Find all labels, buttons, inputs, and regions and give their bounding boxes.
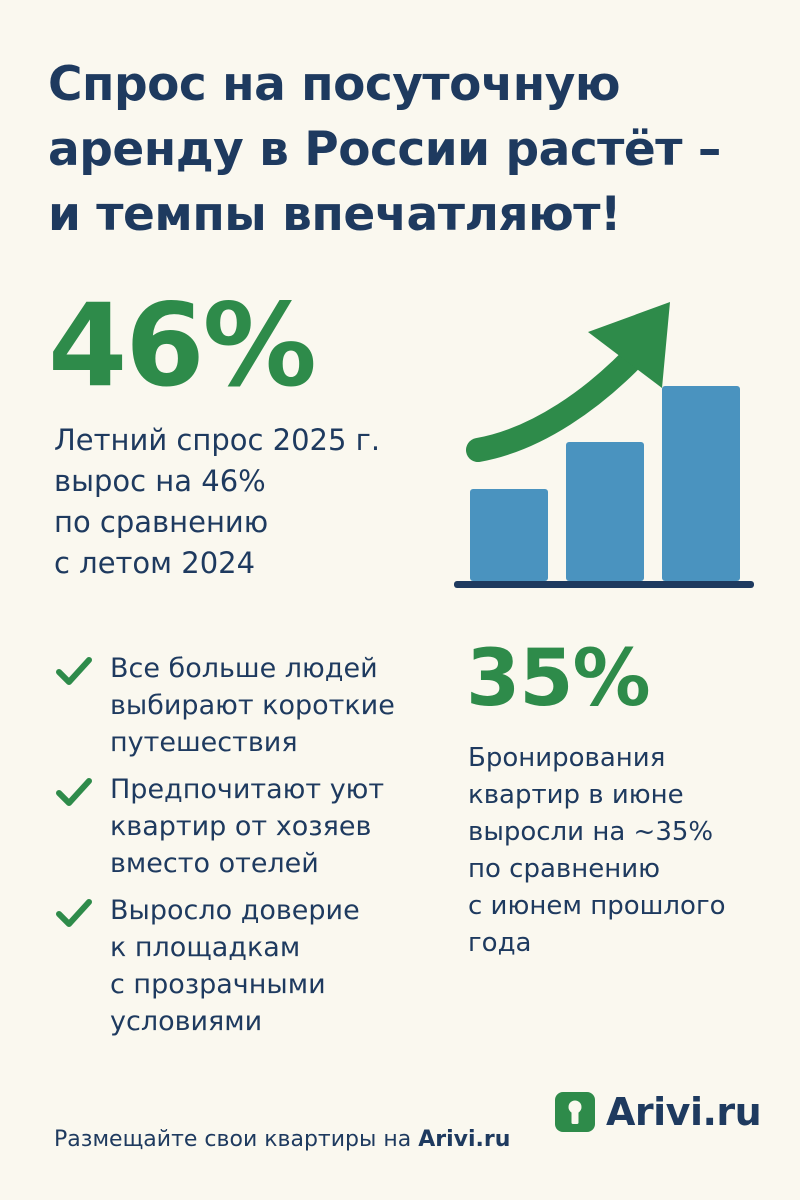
keyhole-icon xyxy=(555,1092,595,1132)
title-line-3: и темпы впечатляют! xyxy=(48,187,621,242)
checklist-line: к площадкам xyxy=(110,932,301,963)
checklist-item: Предпочитают уют квартир от хозяев вмест… xyxy=(54,771,454,882)
growth-bar-1 xyxy=(470,489,548,581)
page-title: Спрос на посуточную аренду в России раст… xyxy=(48,52,788,247)
stat-46-line: Летний спрос 2025 г. xyxy=(54,423,381,457)
checklist-line: путешествия xyxy=(110,727,298,758)
stat-35-line: квартир в июне xyxy=(468,780,684,810)
checklist-line: Выросло доверие xyxy=(110,895,360,926)
checklist-item: Все больше людей выбирают короткие путеш… xyxy=(54,650,454,761)
stat-35-line: Бронирования xyxy=(468,743,666,773)
chart-baseline xyxy=(454,581,754,588)
growth-chart-illustration xyxy=(454,302,754,588)
title-line-2: аренду в России растёт – xyxy=(48,122,721,177)
checklist-line: Предпочитают уют xyxy=(110,774,385,805)
stat-35-value: 35% xyxy=(466,634,651,724)
checklist-line: вместо отелей xyxy=(110,848,319,879)
logo-text: Arivi.ru xyxy=(606,1090,762,1134)
brand-logo[interactable]: Arivi.ru xyxy=(554,1088,762,1136)
check-icon xyxy=(56,657,92,685)
footer-cta: Размещайте свои квартиры на Arivi.ru xyxy=(54,1127,510,1152)
stat-46-line: по сравнению xyxy=(54,505,269,539)
stat-35-line: по сравнению xyxy=(468,854,661,884)
stat-35-line: выросли на ~35% xyxy=(468,817,714,847)
stat-35-line: года xyxy=(468,928,532,958)
checklist-line: выбирают короткие xyxy=(110,690,395,721)
bars-group xyxy=(470,386,740,581)
checklist-item-text: Все больше людей выбирают короткие путеш… xyxy=(110,650,454,761)
footer-brand-link[interactable]: Arivi.ru xyxy=(418,1127,511,1152)
checklist-line: квартир от хозяев xyxy=(110,811,372,842)
checklist-item-text: Выросло доверие к площадкам с прозрачным… xyxy=(110,892,454,1040)
benefits-checklist: Все больше людей выбирают короткие путеш… xyxy=(54,650,454,1050)
checklist-item: Выросло доверие к площадкам с прозрачным… xyxy=(54,892,454,1040)
growth-bar-2 xyxy=(566,442,644,581)
stat-35-description: Бронирования квартир в июне выросли на ~… xyxy=(468,740,726,962)
title-line-1: Спрос на посуточную xyxy=(48,57,621,112)
check-icon xyxy=(56,899,92,927)
checklist-line: Все больше людей xyxy=(110,653,378,684)
checklist-item-text: Предпочитают уют квартир от хозяев вмест… xyxy=(110,771,454,882)
checklist-line: условиями xyxy=(110,1006,263,1037)
arrow-head-icon xyxy=(588,302,670,388)
stat-46-description: Летний спрос 2025 г. вырос на 46% по сра… xyxy=(54,420,380,584)
footer-text: Размещайте свои квартиры на xyxy=(54,1127,419,1152)
stat-46-line: с летом 2024 xyxy=(54,546,256,580)
growth-bar-3 xyxy=(662,386,740,581)
checklist-line: с прозрачными xyxy=(110,969,326,1000)
stat-46-line: вырос на 46% xyxy=(54,464,266,498)
growth-arrow-icon xyxy=(466,333,657,462)
stat-46-value: 46% xyxy=(48,279,317,412)
check-icon xyxy=(56,778,92,806)
stat-35-line: с июнем прошлого xyxy=(468,891,726,921)
